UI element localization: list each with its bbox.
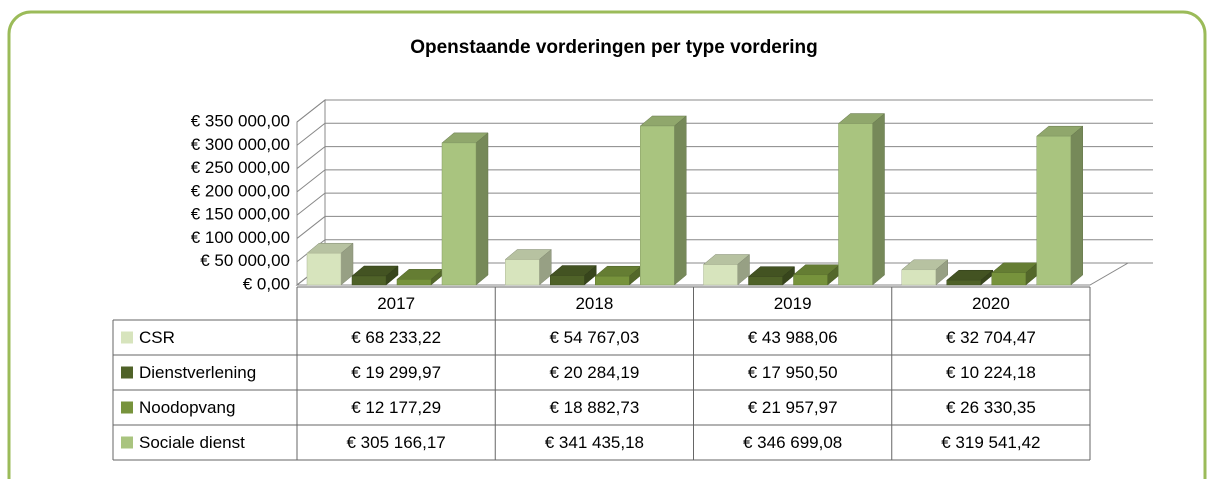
bar-front	[505, 259, 540, 286]
table-value: € 19 299,97	[351, 363, 441, 382]
bar-front	[703, 264, 738, 286]
bar-front	[306, 252, 342, 286]
bar-front	[901, 269, 936, 286]
y-tick-label: € 100 000,00	[191, 228, 290, 247]
table-value: € 305 166,17	[346, 433, 445, 452]
bar-side	[475, 132, 489, 286]
table-value: € 26 330,35	[946, 398, 1036, 417]
table-value: € 32 704,47	[946, 328, 1036, 347]
bar-front	[991, 272, 1026, 286]
bar-front	[351, 275, 387, 286]
table-value: € 54 767,03	[549, 328, 639, 347]
y-tick-label: € 350 000,00	[191, 111, 290, 130]
bar-side	[1070, 125, 1083, 286]
bar	[504, 248, 552, 286]
bar	[901, 259, 949, 286]
bar-front	[838, 123, 873, 286]
y-tick-label: € 0,00	[243, 274, 290, 293]
bar	[639, 115, 687, 286]
y-tick-label: € 300 000,00	[191, 135, 290, 154]
bar-front	[396, 279, 432, 286]
bar	[837, 113, 886, 286]
x-tick-label: 2019	[774, 294, 812, 313]
bar-front	[550, 275, 585, 286]
bar-front	[441, 142, 477, 286]
bar	[702, 253, 751, 286]
legend-label: CSR	[139, 328, 175, 347]
bar-front	[793, 274, 828, 286]
y-tick-label: € 200 000,00	[191, 181, 290, 200]
bar-front	[1036, 135, 1071, 286]
bar	[991, 262, 1039, 286]
bar	[1036, 125, 1084, 286]
bar-front	[640, 125, 675, 286]
legend-swatch	[121, 401, 133, 414]
legend-label: Noodopvang	[139, 398, 235, 417]
bar	[747, 266, 796, 286]
chart-frame	[7, 10, 1207, 479]
legend-swatch	[121, 436, 133, 449]
bar	[549, 265, 597, 286]
chart-title: Openstaande vorderingen per type vorderi…	[410, 37, 818, 58]
table-value: € 17 950,50	[748, 363, 838, 382]
bar	[306, 242, 354, 286]
table-value: € 10 224,18	[946, 363, 1036, 382]
table-value: € 20 284,19	[549, 363, 639, 382]
legend-label: Dienstverlening	[139, 363, 256, 382]
bar	[396, 268, 444, 286]
bar-front	[748, 276, 783, 286]
y-tick-label: € 150 000,00	[191, 205, 290, 224]
bar	[946, 269, 994, 286]
x-tick-label: 2018	[575, 294, 613, 313]
bar	[351, 265, 399, 286]
table-value: € 12 177,29	[351, 398, 441, 417]
bar	[594, 265, 642, 286]
bar	[441, 132, 489, 286]
table-value: € 18 882,73	[549, 398, 639, 417]
x-tick-label: 2017	[377, 294, 415, 313]
bar	[792, 264, 841, 286]
legend-swatch	[121, 366, 133, 379]
table-value: € 43 988,06	[748, 328, 838, 347]
table-value: € 346 699,08	[743, 433, 842, 452]
table-value: € 341 435,18	[545, 433, 644, 452]
bar-side	[872, 113, 885, 286]
legend-label: Sociale dienst	[139, 433, 245, 452]
table-value: € 68 233,22	[351, 328, 441, 347]
bar-front	[595, 275, 630, 286]
bar-front	[946, 279, 981, 286]
bar-side	[674, 115, 687, 286]
table-value: € 21 957,97	[748, 398, 838, 417]
grid-line	[296, 99, 1153, 123]
table-value: € 319 541,42	[941, 433, 1040, 452]
y-tick-label: € 50 000,00	[200, 251, 290, 270]
y-tick-label: € 250 000,00	[191, 158, 290, 177]
legend-swatch	[121, 331, 133, 344]
x-tick-label: 2020	[972, 294, 1010, 313]
